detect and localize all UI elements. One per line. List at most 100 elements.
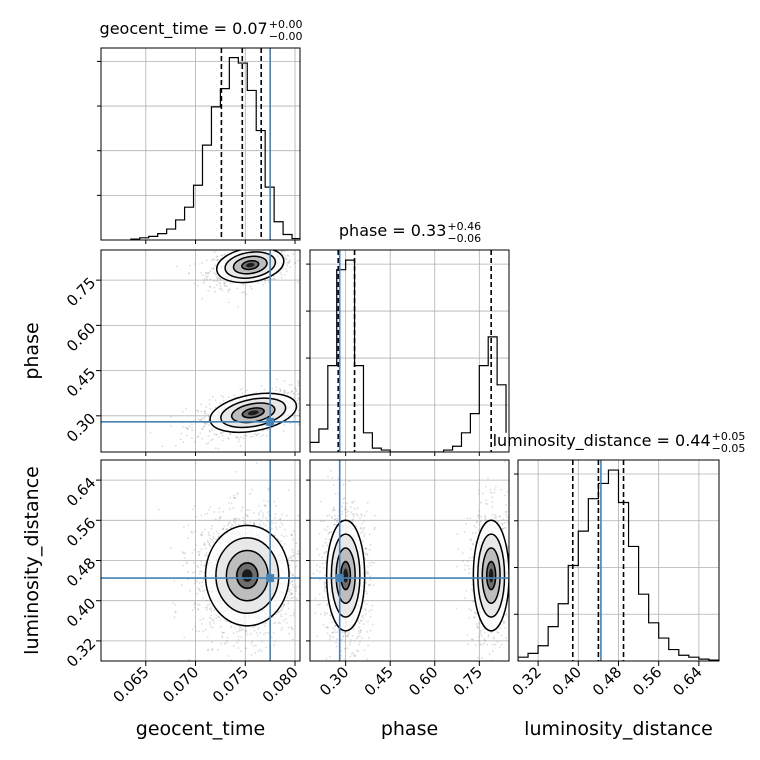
sample-point bbox=[249, 435, 252, 438]
sample-point bbox=[245, 248, 247, 250]
sample-point bbox=[262, 673, 264, 675]
sample-point bbox=[340, 650, 343, 652]
sample-point bbox=[211, 648, 214, 651]
sample-point bbox=[356, 514, 359, 517]
sample-point bbox=[185, 562, 188, 565]
sample-point bbox=[192, 508, 195, 511]
sample-point bbox=[284, 613, 287, 615]
sample-point bbox=[206, 608, 208, 611]
sample-point bbox=[199, 418, 202, 421]
sample-point bbox=[202, 428, 204, 431]
sample-point bbox=[353, 500, 356, 502]
sample-point bbox=[279, 613, 282, 616]
sample-point bbox=[326, 603, 329, 605]
sample-point bbox=[277, 621, 280, 624]
sample-point bbox=[206, 512, 209, 515]
sample-point bbox=[273, 516, 276, 519]
sample-point bbox=[219, 278, 222, 280]
sample-point bbox=[292, 555, 294, 558]
sample-point bbox=[292, 392, 295, 395]
sample-point bbox=[204, 606, 207, 609]
sample-point bbox=[329, 406, 331, 408]
sample-point bbox=[498, 646, 501, 649]
sample-point bbox=[351, 513, 354, 516]
sample-point bbox=[227, 524, 229, 527]
sample-point bbox=[341, 689, 343, 691]
sample-point bbox=[184, 552, 187, 555]
sample-point bbox=[158, 508, 160, 511]
sample-point bbox=[210, 527, 213, 530]
sample-point bbox=[294, 261, 296, 264]
sample-point bbox=[273, 277, 276, 280]
sample-point bbox=[311, 548, 313, 550]
sample-point bbox=[252, 626, 255, 629]
sample-point bbox=[230, 625, 233, 628]
sample-point bbox=[216, 279, 218, 282]
sample-point bbox=[210, 610, 213, 612]
sample-point bbox=[266, 248, 268, 250]
sample-point bbox=[292, 612, 295, 614]
contour-0 bbox=[204, 524, 290, 627]
sample-point bbox=[366, 552, 369, 555]
sample-point bbox=[340, 638, 343, 641]
sample-point bbox=[237, 635, 240, 638]
sample-point bbox=[187, 524, 190, 527]
sample-point bbox=[319, 570, 321, 573]
sample-point bbox=[189, 264, 191, 267]
sample-point bbox=[213, 279, 216, 282]
sample-point bbox=[343, 508, 346, 510]
sample-point bbox=[357, 664, 359, 666]
sample-point bbox=[199, 432, 202, 435]
sample-point bbox=[202, 578, 205, 581]
sample-point bbox=[199, 573, 201, 575]
sample-point bbox=[182, 552, 185, 554]
sample-point bbox=[241, 627, 244, 630]
sample-point bbox=[346, 502, 348, 505]
sample-point bbox=[326, 604, 328, 606]
sample-point bbox=[175, 265, 178, 268]
sample-point bbox=[263, 247, 265, 249]
sample-point bbox=[221, 254, 223, 257]
sample-point bbox=[288, 260, 291, 263]
sample-point bbox=[324, 408, 326, 410]
contour-2 bbox=[232, 255, 268, 275]
sample-point bbox=[368, 533, 371, 536]
sample-point bbox=[281, 524, 284, 526]
sample-point bbox=[226, 528, 228, 530]
sample-point bbox=[286, 264, 289, 267]
sample-point bbox=[272, 616, 275, 618]
sample-point bbox=[215, 433, 218, 436]
sample-point bbox=[295, 565, 298, 567]
sample-point bbox=[246, 248, 248, 250]
sample-point bbox=[330, 531, 333, 533]
sample-point bbox=[495, 515, 497, 518]
sample-point bbox=[242, 520, 245, 522]
sample-point bbox=[360, 532, 362, 534]
sample-point bbox=[207, 533, 210, 536]
sample-point bbox=[331, 621, 334, 623]
sample-point bbox=[218, 277, 221, 280]
sample-point bbox=[185, 434, 188, 437]
sample-point bbox=[332, 508, 335, 510]
sample-point bbox=[249, 671, 251, 673]
sample-point bbox=[260, 520, 262, 523]
sample-point bbox=[267, 511, 269, 514]
sample-point bbox=[203, 543, 206, 546]
sample-point bbox=[302, 609, 304, 611]
sample-point bbox=[287, 558, 290, 561]
sample-point bbox=[334, 492, 337, 495]
sample-point bbox=[369, 564, 372, 567]
truth-marker bbox=[266, 417, 275, 426]
sample-point bbox=[291, 557, 293, 560]
sample-point bbox=[189, 589, 191, 592]
sample-point bbox=[197, 566, 200, 569]
sample-point bbox=[213, 272, 215, 274]
sample-point bbox=[334, 514, 336, 517]
sample-point bbox=[208, 403, 211, 406]
sample-point bbox=[234, 497, 237, 500]
sample-point bbox=[307, 618, 309, 620]
sample-point bbox=[331, 517, 334, 520]
sample-point bbox=[323, 611, 326, 614]
contour-0 bbox=[209, 392, 298, 434]
